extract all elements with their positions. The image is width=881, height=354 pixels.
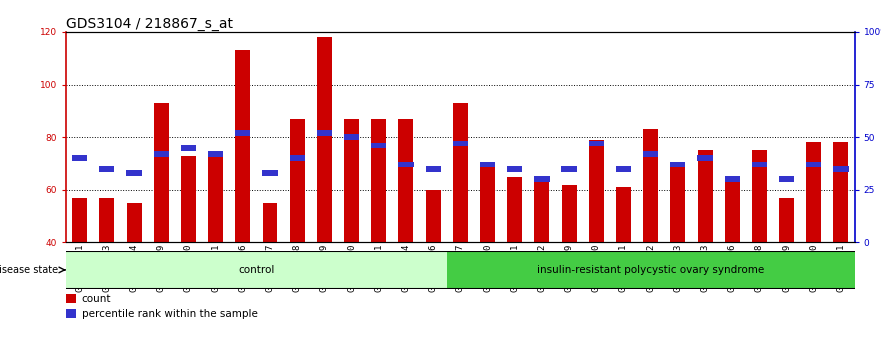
Bar xyxy=(447,251,855,289)
Bar xyxy=(698,155,713,161)
Bar xyxy=(779,176,794,182)
Bar xyxy=(534,176,550,182)
Bar xyxy=(643,151,658,157)
Bar xyxy=(235,50,250,242)
Bar xyxy=(426,190,440,242)
Bar xyxy=(480,162,495,167)
Bar xyxy=(751,162,767,167)
Bar xyxy=(208,156,223,242)
Bar xyxy=(371,143,387,148)
Bar xyxy=(561,184,576,242)
Bar xyxy=(72,198,87,242)
Bar xyxy=(344,119,359,242)
Bar xyxy=(426,166,440,172)
Bar xyxy=(480,164,495,242)
Bar xyxy=(806,162,821,167)
Bar xyxy=(616,166,631,172)
Text: insulin-resistant polycystic ovary syndrome: insulin-resistant polycystic ovary syndr… xyxy=(537,265,765,275)
Bar xyxy=(507,166,522,172)
Bar xyxy=(507,177,522,242)
Bar xyxy=(153,151,169,157)
Bar xyxy=(535,177,550,242)
Bar xyxy=(643,129,658,242)
Bar xyxy=(806,142,821,242)
Bar xyxy=(181,145,196,150)
Bar xyxy=(127,170,142,176)
Bar xyxy=(698,150,713,242)
Bar xyxy=(263,203,278,242)
Bar xyxy=(290,155,305,161)
Bar xyxy=(290,119,305,242)
Bar xyxy=(263,170,278,176)
Bar xyxy=(453,141,468,147)
Bar xyxy=(670,164,685,242)
Bar xyxy=(589,141,603,147)
Bar xyxy=(181,156,196,242)
Bar xyxy=(371,119,386,242)
Bar xyxy=(833,142,848,242)
Bar xyxy=(317,37,332,242)
Bar xyxy=(833,166,848,172)
Bar xyxy=(725,182,740,242)
Bar xyxy=(779,198,794,242)
Bar xyxy=(208,151,223,157)
Bar xyxy=(72,155,87,161)
Text: GDS3104 / 218867_s_at: GDS3104 / 218867_s_at xyxy=(66,17,233,31)
Bar xyxy=(561,166,577,172)
Bar xyxy=(127,203,142,242)
Text: disease state: disease state xyxy=(0,265,58,275)
Bar xyxy=(751,150,766,242)
Bar xyxy=(100,166,115,172)
Bar xyxy=(235,130,250,136)
Bar xyxy=(453,103,468,242)
Bar xyxy=(317,130,332,136)
Bar xyxy=(344,134,359,140)
Legend: count, percentile rank within the sample: count, percentile rank within the sample xyxy=(66,294,257,319)
Bar xyxy=(589,140,603,242)
Bar xyxy=(398,162,413,167)
Bar xyxy=(398,119,413,242)
Bar xyxy=(66,251,447,289)
Bar xyxy=(100,198,115,242)
Bar xyxy=(616,187,631,242)
Text: control: control xyxy=(238,265,275,275)
Bar xyxy=(724,176,740,182)
Bar xyxy=(670,162,685,167)
Bar xyxy=(154,103,169,242)
